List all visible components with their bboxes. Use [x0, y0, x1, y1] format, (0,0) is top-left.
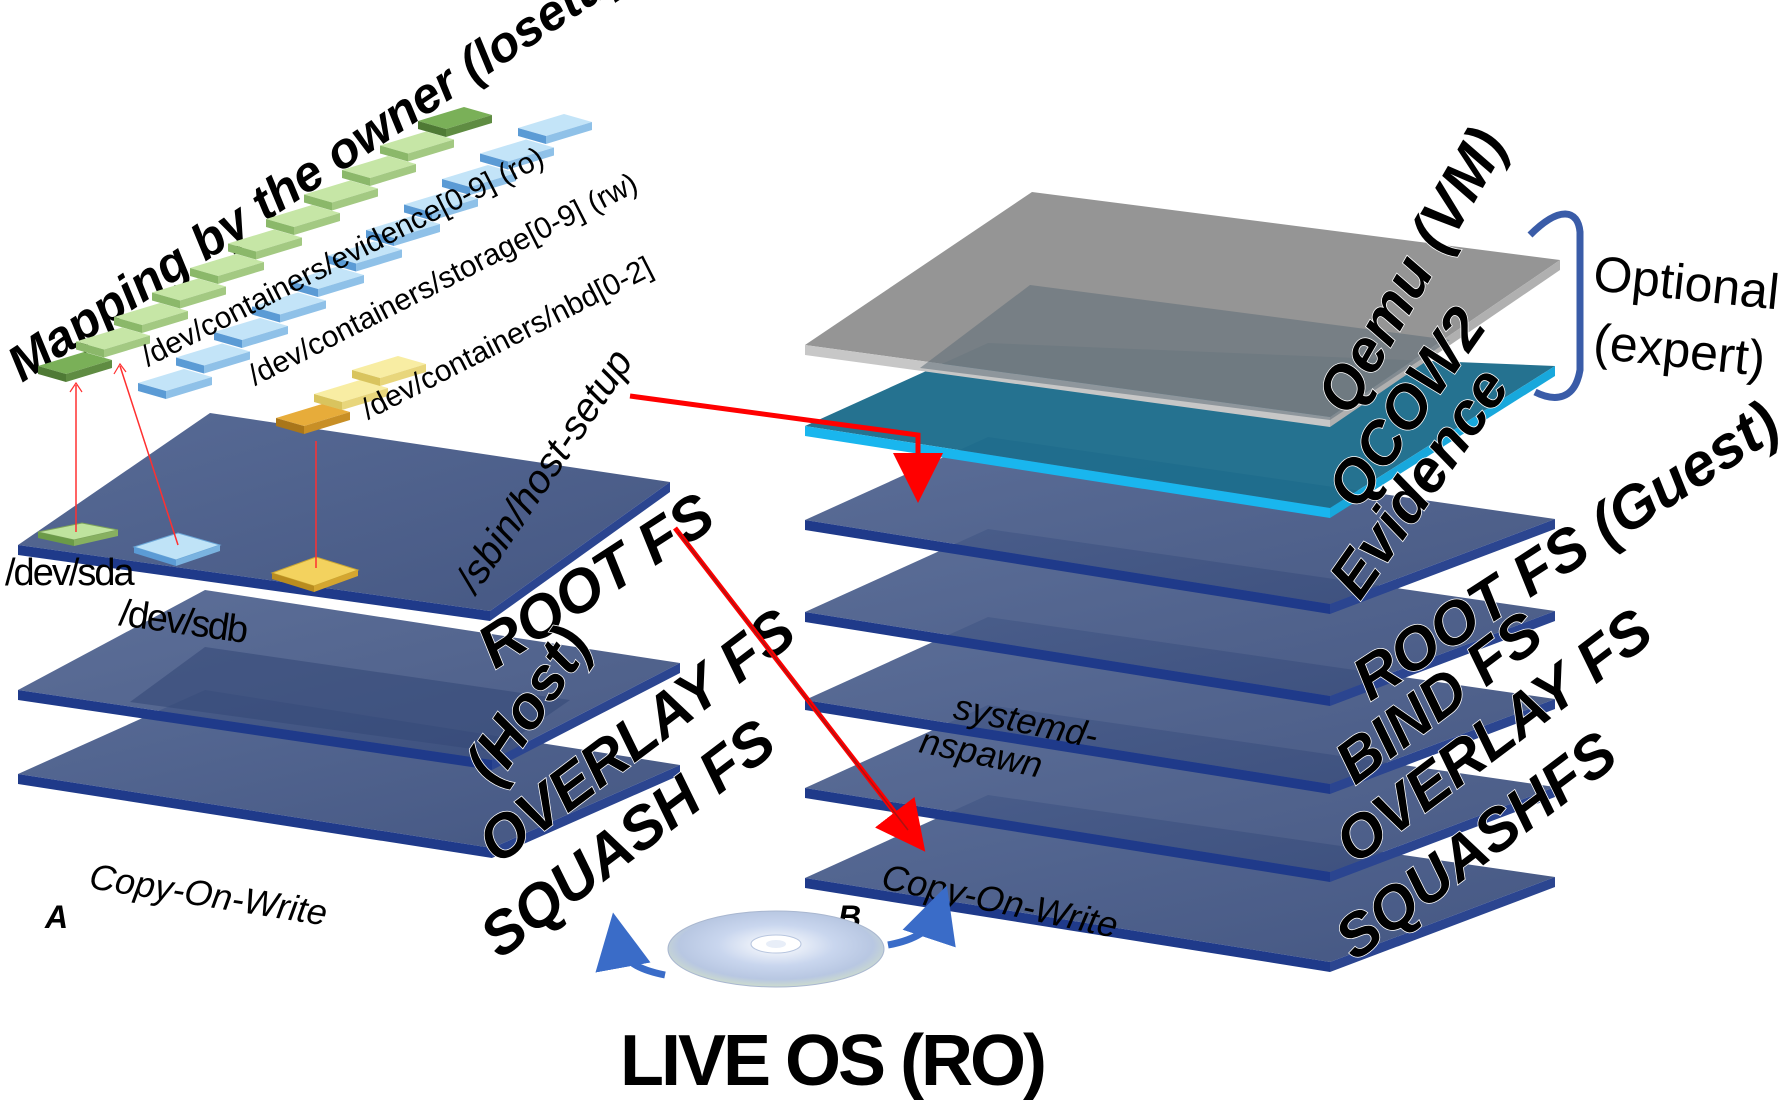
- nbd-block: [276, 404, 350, 434]
- evidence-block: [418, 107, 492, 137]
- storage-block: [176, 343, 250, 374]
- sda-mapping-arrow: [69, 381, 83, 393]
- storage-block: [480, 139, 554, 170]
- storage-block: [404, 190, 478, 221]
- disc-to-stack-a-arrow: [595, 912, 666, 979]
- evidence-block: [342, 156, 416, 186]
- expert-label: (expert): [1591, 313, 1768, 387]
- live-os-label: LIVE OS (RO): [620, 1021, 1044, 1101]
- storage-block: [290, 267, 364, 297]
- optional-bracket: [1527, 210, 1584, 401]
- bind-fs-layer-b: [805, 617, 1555, 794]
- copy-on-write-label-a: Copy-On-Write: [87, 855, 330, 933]
- storage-block: [366, 216, 440, 246]
- storage-block: [252, 292, 326, 323]
- storage-blocks: [138, 114, 592, 399]
- nbd-blocks: [276, 356, 426, 434]
- storage-block: [138, 369, 212, 399]
- evidence-block: [190, 254, 264, 284]
- evidence-block: [266, 205, 340, 235]
- sdb-device-block: [132, 532, 222, 566]
- stack-a: Mapping by the owner (losetup) /dev/cont…: [0, 0, 808, 971]
- optional-label: Optional: [1591, 245, 1782, 320]
- evidence-block: [228, 229, 302, 260]
- evidence-block: [38, 352, 112, 382]
- storage-block: [214, 318, 288, 348]
- storage-block: [328, 241, 402, 272]
- sda-label: /dev/sda: [5, 552, 136, 594]
- evidence-block: [304, 180, 378, 211]
- disc-to-stack-b-arrow: [887, 885, 956, 949]
- evidence-block: [114, 303, 188, 333]
- evidence-layer-b: [805, 437, 1555, 614]
- overlay-fs-layer-a: [18, 590, 680, 770]
- sdb-mapping-line: [119, 365, 179, 546]
- storage-block: [442, 165, 516, 195]
- nbd-device-block: [270, 556, 360, 592]
- evidence-blocks: [38, 107, 492, 382]
- qemu-vm-layer-b: [805, 192, 1560, 427]
- stack-b: Optional (expert) Qemu (VM) QCOW2 Eviden…: [805, 116, 1783, 973]
- evidence-block: [152, 278, 226, 309]
- squash-fs-layer-a: [18, 690, 680, 858]
- evidence-block: [76, 327, 150, 358]
- nbd-block: [314, 380, 388, 410]
- storage-block: [518, 114, 592, 144]
- overlay-fs-layer-b: [805, 705, 1555, 882]
- marker-a: A: [44, 899, 68, 935]
- evidence-block: [380, 131, 454, 162]
- sda-device-block: [37, 522, 119, 546]
- root-fs-guest-layer-b: [805, 529, 1555, 706]
- qcow2-red-arrow: [629, 393, 943, 503]
- live-os-disc: [667, 910, 885, 988]
- sdb-mapping-arrow: [113, 362, 127, 375]
- nbd-block: [352, 356, 426, 386]
